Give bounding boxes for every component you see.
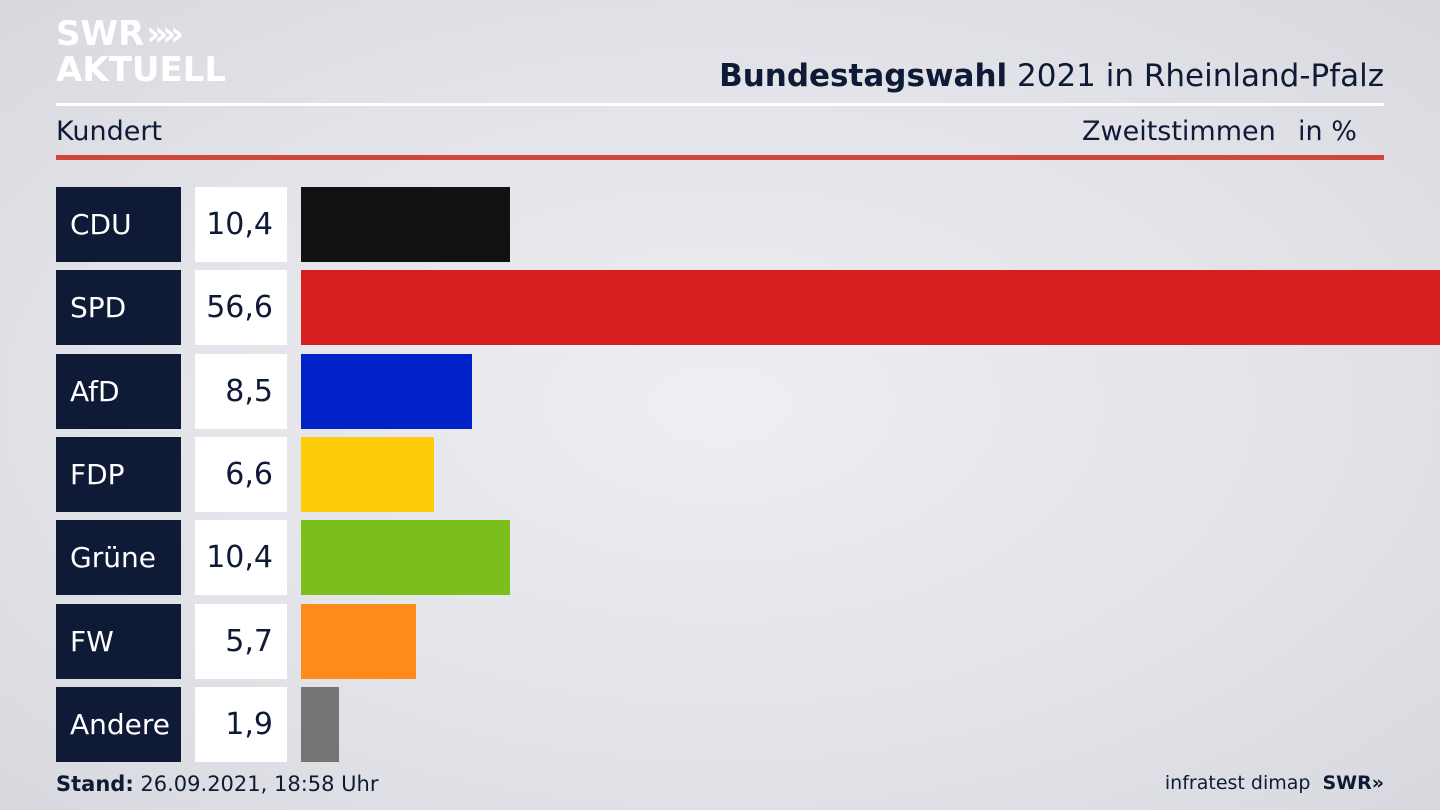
party-label: Grüne bbox=[56, 520, 181, 596]
header-divider bbox=[56, 103, 1384, 106]
location-label: Kundert bbox=[56, 116, 163, 147]
bar bbox=[301, 187, 511, 262]
logo-chevron-icon: » bbox=[146, 14, 168, 54]
logo-chevron-icon: » bbox=[162, 14, 184, 54]
stand-value: 26.09.2021, 18:58 Uhr bbox=[133, 772, 379, 796]
bar bbox=[301, 603, 416, 679]
bar bbox=[301, 270, 1440, 346]
timestamp: Stand: 26.09.2021, 18:58 Uhr bbox=[56, 772, 379, 796]
source-credit: infratest dimap SWR» bbox=[1165, 772, 1384, 794]
party-label: SPD bbox=[56, 270, 181, 346]
source-label: infratest dimap bbox=[1164, 772, 1311, 794]
value-label: 10,4 bbox=[195, 187, 287, 262]
chart-row: Andere 1,9 bbox=[56, 686, 1384, 762]
party-label: FDP bbox=[56, 436, 181, 512]
logo-swr: SWR bbox=[56, 14, 145, 54]
chart-row: FW 5,7 bbox=[56, 603, 1384, 679]
value-label: 1,9 bbox=[195, 686, 287, 762]
bar bbox=[301, 353, 473, 429]
chart-row: CDU 10,4 bbox=[56, 187, 1384, 262]
chart-row: AfD 8,5 bbox=[56, 353, 1384, 429]
chart-row: SPD 56,6 bbox=[56, 270, 1440, 346]
title-rest: 2021 in Rheinland-Pfalz bbox=[1007, 58, 1384, 94]
chart-row: Grüne 10,4 bbox=[56, 520, 1384, 596]
value-label: 6,6 bbox=[195, 436, 287, 512]
bar bbox=[301, 520, 511, 596]
accent-divider bbox=[56, 155, 1384, 160]
bar bbox=[301, 686, 340, 762]
party-label: AfD bbox=[56, 353, 181, 429]
party-label: Andere bbox=[56, 686, 181, 762]
stand-label: Stand: bbox=[56, 772, 134, 796]
party-label: CDU bbox=[56, 187, 181, 262]
swr-logo: SWR» bbox=[1322, 772, 1384, 794]
value-label: 5,7 bbox=[195, 603, 287, 679]
metric-label: Zweitstimmen bbox=[1082, 116, 1276, 147]
title-bold: Bundestagswahl bbox=[719, 58, 1008, 94]
page-title: Bundestagswahl 2021 in Rheinland-Pfalz bbox=[719, 58, 1384, 94]
party-label: FW bbox=[56, 603, 181, 679]
unit-label: in % bbox=[1298, 116, 1357, 147]
value-label: 10,4 bbox=[195, 520, 287, 596]
swr-aktuell-logo: SWR»» AKTUELL bbox=[56, 16, 226, 88]
chart-row: FDP 6,6 bbox=[56, 436, 1384, 512]
value-label: 56,6 bbox=[195, 270, 287, 346]
bar bbox=[301, 436, 434, 512]
logo-aktuell: AKTUELL bbox=[56, 50, 227, 90]
value-label: 8,5 bbox=[195, 353, 287, 429]
